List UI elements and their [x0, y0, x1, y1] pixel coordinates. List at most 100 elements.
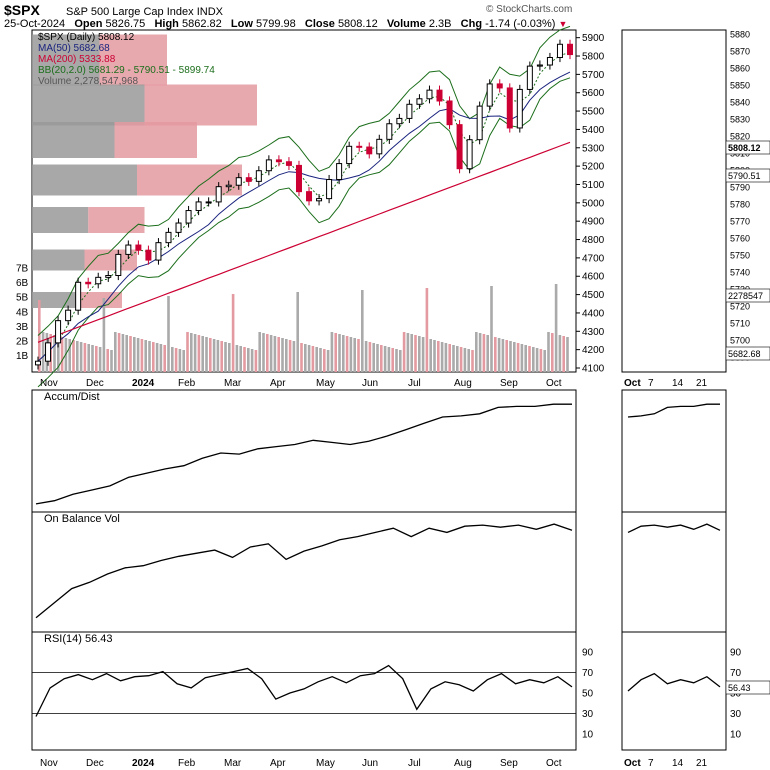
price-tick-label: 5300: [582, 143, 605, 154]
chg-label: Chg: [460, 18, 483, 30]
rsi-panel-frame: [31, 631, 577, 751]
zoom-price-tick: 5700: [730, 336, 750, 346]
open-label: Open: [74, 18, 103, 30]
zoom-rsi-tick-label: 70: [730, 668, 742, 679]
vbp-bar-down: [114, 122, 197, 158]
legend-ma50: MA(50) 5682.68: [38, 43, 110, 54]
zoom-price-tick: 5740: [730, 268, 750, 278]
volume-tick-label: 6B: [16, 278, 29, 289]
volume-bar: [330, 332, 334, 372]
price-candle: [155, 242, 162, 261]
legend-volume: Volume 2,278,547,968: [38, 76, 139, 87]
indicator-line-2: [35, 523, 573, 619]
zoom-price-tick: 5860: [730, 64, 750, 74]
zoom-price-tick: 5840: [730, 98, 750, 108]
price-tick-label: 5000: [582, 198, 605, 209]
volume-bar: [136, 338, 140, 372]
x-axis-label: 2024: [132, 378, 155, 389]
volume-bar: [273, 336, 277, 372]
zoom-main-frame: [621, 29, 727, 373]
zoom-tag-box: [725, 168, 770, 183]
low-label: Low: [230, 18, 253, 30]
bb-mid-line: [37, 51, 571, 362]
x-axis-label: Sep: [500, 378, 518, 389]
x-axis-label-bottom: Dec: [86, 758, 104, 769]
volume-tick-label: 3B: [16, 322, 29, 333]
volume-bar: [429, 339, 432, 372]
zoom-price-tick: 5850: [730, 81, 750, 91]
rsi-tick-label: 30: [582, 709, 594, 720]
volume-bar: [338, 334, 341, 372]
zoom-x-label: 7: [648, 378, 654, 389]
volume-bar: [91, 345, 94, 372]
rsi-label: RSI(14) 56.43: [44, 633, 112, 645]
volume-bar: [342, 335, 345, 372]
zoom-price-tick: 5710: [730, 319, 750, 329]
volume-bar: [315, 347, 318, 372]
volume-bar: [250, 349, 254, 372]
low-value: 5799.98: [255, 18, 296, 30]
zoom-price-tick: 5870: [730, 47, 750, 57]
volume-bar: [406, 333, 410, 372]
volume-tick-label: 5B: [16, 293, 29, 304]
volume-bar: [190, 333, 193, 372]
volume-tick-label: 2B: [16, 337, 29, 348]
x-axis-label-bottom: Jun: [362, 758, 378, 769]
volume-bar: [87, 344, 90, 372]
zoom-price-tick: 5770: [730, 217, 750, 227]
volume-bar: [372, 343, 375, 372]
zoom-tag-bb_mid: 5790.51: [728, 171, 761, 181]
volume-bar: [125, 335, 128, 372]
volume-bar: [95, 346, 98, 372]
volume-bar: [117, 333, 121, 372]
zoom-x-label-bottom: 21: [696, 758, 708, 769]
zoom-tag-close: 5808.12: [728, 143, 761, 153]
volume-bar: [163, 345, 166, 372]
price-candle: [75, 281, 82, 311]
volume-bar: [425, 288, 429, 372]
volume-bar: [551, 333, 554, 372]
zoom-indicator-line-2: [627, 523, 721, 533]
volume-bar: [174, 348, 178, 372]
volume-bar: [133, 337, 136, 372]
volume-bar: [501, 339, 505, 372]
price-candle: [285, 161, 292, 166]
volume-bar: [368, 342, 372, 372]
volume-bar: [353, 338, 356, 372]
volume-bar: [387, 347, 391, 372]
volume-bar: [535, 348, 539, 372]
volume-bar: [349, 337, 353, 372]
volume-bar: [509, 341, 512, 372]
price-candle: [567, 43, 573, 56]
volume-bar: [68, 339, 71, 372]
price-candle: [336, 163, 343, 181]
zoom-tag-volume: 2278547: [728, 291, 763, 301]
volume-bar: [121, 334, 125, 372]
zoom-rsi-tick-label: 30: [730, 709, 742, 720]
x-axis-label-bottom: 2024: [132, 758, 155, 769]
rsi-tag: 56.43: [728, 683, 751, 693]
zoom-indicator-line-1: [627, 403, 720, 418]
price-candle: [275, 159, 282, 163]
price-tick-label: 4300: [582, 327, 605, 338]
volume-bar: [83, 343, 87, 372]
price-candle: [416, 98, 423, 105]
volume-bar: [463, 348, 467, 372]
volume-bar: [269, 335, 273, 372]
volume-bar: [266, 334, 269, 372]
stockcharts-credit[interactable]: © StockCharts.com: [486, 4, 573, 15]
volume-bar: [205, 337, 208, 372]
volume-bar: [79, 342, 83, 372]
volume-bar: [239, 346, 242, 372]
price-candle: [356, 145, 363, 148]
price-candle: [55, 320, 62, 344]
volume-tick-label: 4B: [16, 307, 29, 318]
volume-bar: [433, 340, 436, 372]
main-legend: $SPX (Daily) 5808.12 MA(50) 5682.68 MA(2…: [38, 32, 215, 87]
price-candle: [205, 201, 212, 204]
zoom-price-tick: 5780: [730, 200, 750, 210]
vbp-bar-down: [77, 292, 122, 308]
volume-bar: [201, 336, 204, 372]
price-candle: [165, 231, 172, 244]
price-candle: [526, 65, 533, 90]
